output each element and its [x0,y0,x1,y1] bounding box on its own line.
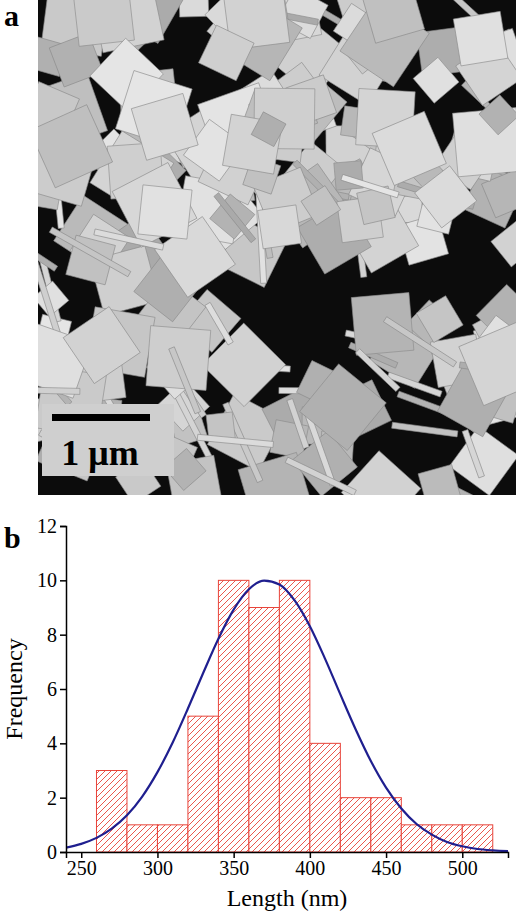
histogram-bar [249,608,279,853]
particle [94,229,164,250]
particle [49,227,130,277]
histogram-bar [157,825,187,852]
histogram-bar [279,580,309,852]
y-tick: 12 [37,515,66,537]
panel-label: a [4,0,19,32]
particle [202,323,286,407]
histogram-bar [96,771,126,853]
particle [355,349,400,392]
particle [301,186,341,226]
histogram-bar [432,825,462,852]
particle [415,166,477,228]
x-axis-line [67,853,509,859]
y-axis-line [60,527,67,853]
y-axis-title: Frequency [1,638,27,739]
particle [372,111,446,185]
histogram-bar [188,716,218,852]
y-tick-mark [60,634,66,636]
x-tick: 500 [448,852,478,879]
sem-image [38,0,516,495]
y-tick: 4 [47,732,66,754]
image-background [38,0,516,495]
x-tick-label: 300 [143,857,173,879]
particle [38,387,80,394]
particle [38,105,113,188]
y-tick: 0 [47,841,66,863]
y-tick-mark [60,689,66,691]
y-tick-mark [60,743,66,745]
particle [418,464,461,495]
y-tick: 10 [37,569,66,591]
histogram-bar [127,825,157,852]
particle [251,112,286,147]
particle [479,95,516,135]
particle [491,221,516,267]
y-tick: 6 [47,678,66,700]
particle [351,293,414,356]
histogram-bar [310,743,340,852]
particle [169,347,201,414]
y-tick-label: 10 [37,569,57,591]
x-tick: 300 [143,852,173,879]
y-tick-label: 2 [47,787,57,809]
x-tick-label: 400 [295,857,325,879]
x-tick: 450 [372,852,402,879]
histogram-bar [340,798,370,852]
y-tick-label: 4 [47,732,57,754]
histogram-bar [371,798,401,852]
particle [285,457,356,495]
y-tick: 2 [47,787,66,809]
particle [462,430,484,478]
particle [258,205,302,249]
y-tick: 8 [47,624,66,646]
y-tick-mark [60,580,66,582]
panel-label: b [4,521,21,554]
y-tick-mark [60,797,66,799]
particle [179,0,209,17]
scale-bar [52,414,150,421]
y-tick-label: 6 [47,678,57,700]
x-tick-label: 350 [219,857,249,879]
particle [341,174,399,197]
particle [38,244,58,271]
particle [413,57,459,103]
particle [199,25,255,81]
y-tick-label: 0 [47,841,57,863]
particle [453,11,508,66]
y-axis: 0 2 4 6 8 10 12 [37,515,67,863]
histogram-bar [401,825,431,852]
particle [361,0,424,43]
particle [459,322,516,406]
x-tick-label: 500 [448,857,478,879]
particle [131,93,198,160]
particle [197,434,273,447]
scale-bar-label: 1 μm [61,433,138,473]
plot-area [66,580,508,852]
x-tick-label: 450 [372,857,402,879]
x-tick: 400 [295,852,325,879]
figure: 1 μm a b 250 300 350 400 450 500 0 2 4 6 8 10 12 Length … [0,0,516,919]
particle [63,307,140,384]
panel-label-background [0,0,34,34]
x-axis: 250 300 350 400 450 500 [67,852,509,879]
y-tick-label: 8 [47,624,57,646]
x-tick: 350 [219,852,249,879]
particle [300,364,387,451]
fit-curve [66,581,508,852]
x-tick: 250 [67,852,97,879]
histogram-bar [218,580,248,852]
particle [287,399,309,449]
scale-bar-background [42,404,174,476]
particle [214,193,256,243]
x-tick-label: 250 [67,857,97,879]
particle [416,296,463,343]
particle [138,185,192,239]
y-tick-mark [60,526,66,528]
x-axis-title: Length (nm) [227,885,348,911]
particle [112,163,197,248]
particle [392,422,458,437]
y-tick-label: 12 [37,515,57,537]
particle [383,317,456,367]
y-tick-mark [60,852,66,854]
